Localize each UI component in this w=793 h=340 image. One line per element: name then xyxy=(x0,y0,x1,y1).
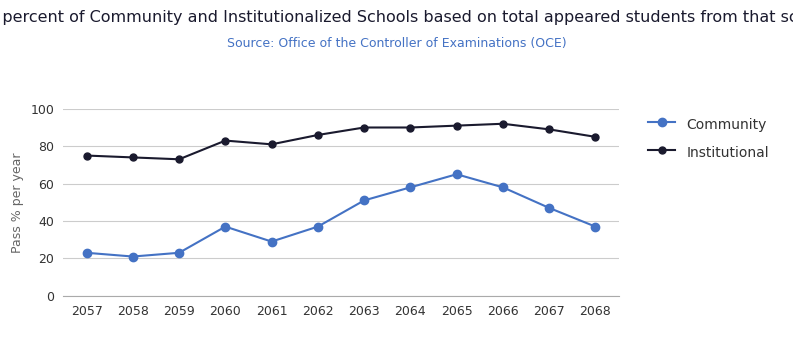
Institutional xyxy=(545,128,554,132)
Community xyxy=(452,172,462,176)
Institutional xyxy=(406,125,416,130)
Legend: Community, Institutional: Community, Institutional xyxy=(648,116,769,161)
Institutional xyxy=(82,154,91,158)
Community xyxy=(359,199,369,203)
Institutional xyxy=(174,157,184,161)
Community xyxy=(313,224,323,228)
Community xyxy=(267,239,277,243)
Community xyxy=(82,251,91,255)
Line: Community: Community xyxy=(82,170,600,261)
Community xyxy=(174,251,184,255)
Community xyxy=(591,224,600,228)
Institutional xyxy=(359,125,369,130)
Institutional xyxy=(452,124,462,128)
Institutional xyxy=(267,142,277,146)
Institutional xyxy=(498,122,508,126)
Line: Institutional: Institutional xyxy=(83,120,599,163)
Y-axis label: Pass % per year: Pass % per year xyxy=(10,152,24,253)
Institutional xyxy=(313,133,323,137)
Text: Pass percent of Community and Institutionalized Schools based on total appeared : Pass percent of Community and Institutio… xyxy=(0,10,793,25)
Community xyxy=(128,254,137,258)
Community xyxy=(498,185,508,189)
Community xyxy=(545,206,554,210)
Text: Source: Office of the Controller of Examinations (OCE): Source: Office of the Controller of Exam… xyxy=(227,37,566,50)
Institutional xyxy=(220,139,230,143)
Community xyxy=(406,185,416,189)
Institutional xyxy=(128,155,137,159)
Community xyxy=(220,224,230,228)
Institutional xyxy=(591,135,600,139)
